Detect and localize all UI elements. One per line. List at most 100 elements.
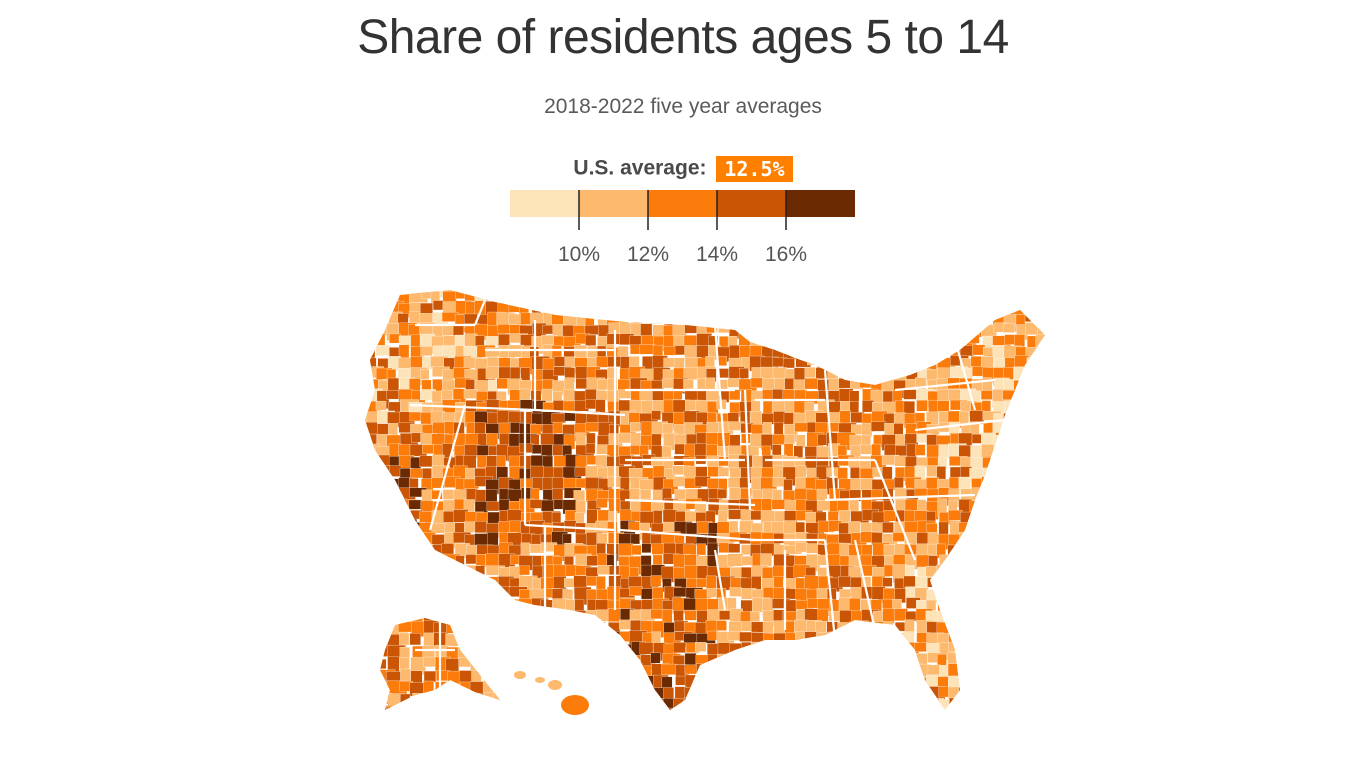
county: [607, 608, 623, 622]
county: [949, 611, 968, 627]
county: [486, 708, 505, 710]
county: [827, 643, 838, 655]
county: [365, 477, 379, 495]
county: [365, 553, 366, 565]
county: [992, 422, 1004, 433]
county: [870, 655, 888, 669]
county: [520, 641, 539, 660]
county: [881, 356, 898, 369]
county: [1025, 322, 1040, 335]
county: [1037, 378, 1045, 395]
county: [563, 642, 576, 653]
county: [1047, 445, 1063, 463]
county: [487, 599, 502, 612]
county: [992, 577, 1004, 588]
county: [785, 698, 797, 710]
county: [432, 599, 447, 612]
county: [1016, 388, 1030, 402]
county: [1048, 313, 1060, 326]
county: [499, 685, 519, 701]
county: [498, 499, 510, 511]
county: [861, 633, 879, 652]
county: [376, 555, 388, 568]
county: [388, 280, 399, 289]
county: [1026, 389, 1036, 404]
county: [772, 325, 788, 337]
county: [377, 575, 387, 592]
county: [651, 300, 665, 311]
county: [1026, 498, 1045, 515]
county: [871, 357, 884, 368]
county: [991, 599, 1002, 618]
county: [969, 664, 984, 677]
county: [497, 611, 509, 625]
county: [837, 333, 853, 345]
county: [938, 588, 952, 602]
county: [476, 707, 490, 710]
county: [837, 467, 848, 480]
county: [607, 697, 624, 710]
county: [585, 422, 600, 432]
county: [1025, 290, 1045, 298]
county: [959, 302, 972, 315]
county: [1036, 544, 1045, 561]
county: [980, 390, 993, 400]
county: [575, 300, 592, 310]
county: [739, 686, 757, 702]
county: [509, 290, 520, 300]
county: [783, 344, 799, 360]
county: [463, 631, 480, 642]
county: [739, 314, 749, 329]
county: [861, 334, 878, 354]
county: [1013, 708, 1023, 710]
county: [421, 597, 431, 616]
county: [972, 344, 986, 356]
county: [365, 292, 366, 309]
county: [494, 657, 500, 676]
county: [805, 652, 819, 669]
county: [365, 588, 369, 604]
county: [1038, 654, 1045, 668]
county: [445, 693, 460, 710]
county: [399, 597, 411, 613]
county: [458, 657, 479, 668]
county: [1038, 369, 1045, 386]
county: [992, 300, 1012, 311]
county: [804, 608, 819, 621]
county: [684, 323, 698, 334]
county: [365, 401, 368, 417]
county: [925, 300, 941, 315]
county: [640, 489, 652, 500]
county: [992, 290, 1005, 292]
county: [474, 521, 487, 533]
county: [807, 355, 826, 366]
county: [642, 303, 661, 315]
county: [365, 423, 366, 435]
county: [849, 675, 860, 691]
county: [1026, 290, 1045, 306]
county: [882, 466, 893, 481]
county: [828, 709, 844, 710]
county: [672, 655, 685, 665]
county: [804, 367, 816, 378]
county: [608, 642, 628, 655]
county: [838, 653, 856, 668]
county: [508, 654, 523, 670]
county: [882, 697, 897, 710]
county: [1014, 290, 1033, 301]
county: [980, 498, 991, 513]
county: [486, 643, 496, 654]
county: [728, 477, 740, 489]
county: [640, 696, 653, 709]
county: [892, 344, 910, 359]
county: [641, 335, 654, 346]
county: [531, 290, 550, 296]
county: [420, 589, 432, 600]
county: [1026, 423, 1041, 434]
county: [410, 542, 424, 554]
county: [915, 290, 927, 296]
county: [870, 696, 889, 710]
county: [454, 280, 464, 290]
county: [763, 664, 782, 683]
county: [936, 564, 953, 576]
